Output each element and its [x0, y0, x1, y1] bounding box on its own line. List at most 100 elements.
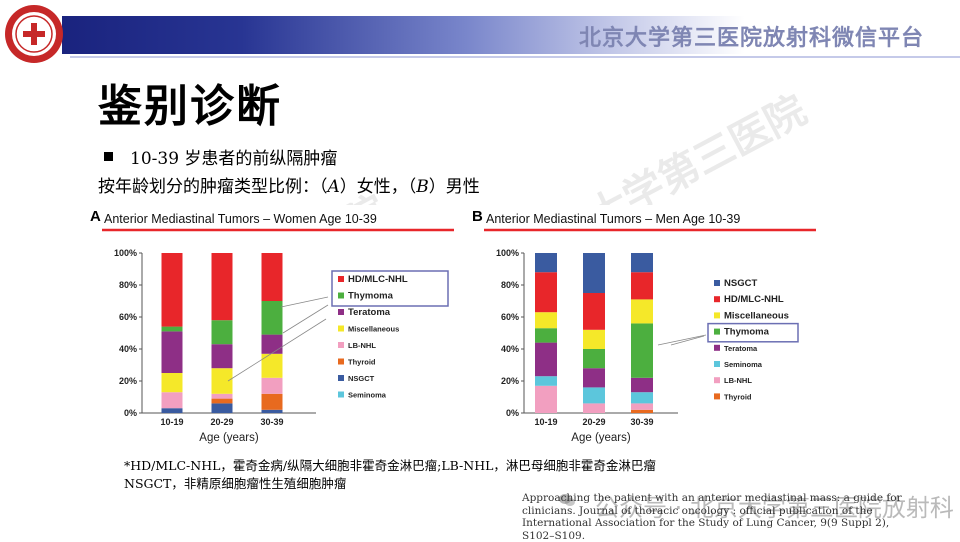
leader-line [657, 334, 707, 346]
leader-line [280, 296, 329, 308]
legend-swatch [338, 276, 344, 282]
legend-label: LB-NHL [348, 341, 376, 350]
bar-segment [583, 403, 605, 413]
chart-panel-a: A Anterior Mediastinal Tumors – Women Age… [88, 205, 462, 453]
bar-segment [631, 323, 653, 378]
legend-label: HD/MLC-NHL [724, 294, 784, 305]
legend-label: Teratoma [348, 307, 391, 318]
bar-segment [535, 272, 557, 313]
x-tick-label: 10-19 [160, 417, 183, 427]
bar-segment [161, 373, 183, 393]
subtitle-mid: ）女性，（ [339, 177, 417, 197]
subtitle-prefix: 按年龄划分的肿瘤类型比例：（ [98, 177, 328, 197]
y-tick-label: 40% [119, 344, 137, 354]
bar-segment [583, 368, 605, 388]
y-tick-label: 80% [119, 280, 137, 290]
bar-segment [161, 253, 183, 327]
leader-line [227, 318, 327, 382]
legend-label: Miscellaneous [348, 325, 399, 334]
bar-segment [631, 409, 653, 413]
legend-swatch [714, 312, 720, 319]
bar-segment [583, 293, 605, 330]
x-tick-label: 20-29 [210, 417, 233, 427]
subtitle-b: B [416, 177, 429, 197]
bar-segment [535, 253, 557, 273]
legend-label: NSGCT [348, 374, 375, 383]
y-tick-label: 60% [119, 312, 137, 322]
bar-segment [583, 253, 605, 293]
bar-segment [631, 392, 653, 404]
header-bar [62, 16, 960, 54]
legend-swatch [714, 328, 720, 335]
leader-line [282, 304, 329, 334]
leader-line [670, 335, 705, 346]
bar-segment [631, 253, 653, 273]
legend-label: Thyroid [724, 392, 752, 401]
bar-segment [161, 331, 183, 373]
bar-segment [261, 393, 283, 410]
panel-label: B [472, 208, 483, 225]
chart-title: Anterior Mediastinal Tumors – Women Age … [104, 212, 377, 226]
bar-segment [535, 312, 557, 329]
bar-segment [261, 253, 283, 301]
legend-swatch [714, 393, 720, 400]
bar-segment [211, 398, 233, 404]
bar-segment [211, 344, 233, 369]
x-tick-label: 20-29 [582, 417, 605, 427]
bar-segment [631, 272, 653, 300]
x-tick-label: 30-39 [260, 417, 283, 427]
chart-a: A Anterior Mediastinal Tumors – Women Age… [90, 208, 454, 444]
legend-swatch [338, 358, 344, 365]
legend-swatch [338, 325, 344, 332]
bar-segment [211, 393, 233, 399]
legend-label: Thyroid [348, 358, 376, 367]
bar-segment [261, 353, 283, 378]
bar-segment [583, 387, 605, 404]
legend-swatch [714, 377, 720, 384]
bar-segment [211, 253, 233, 321]
legend-swatch [714, 280, 720, 286]
legend-label: Thymoma [724, 327, 770, 338]
x-tick-label: 10-19 [534, 417, 557, 427]
subtitle-suffix: ）男性 [428, 177, 480, 197]
chart-b: B Anterior Mediastinal Tumors – Men Age 1… [472, 208, 816, 444]
bar-segment [211, 320, 233, 345]
legend-label: HD/MLC-NHL [348, 274, 408, 285]
y-tick-label: 100% [114, 248, 137, 258]
y-tick-label: 20% [501, 376, 519, 386]
y-tick-label: 60% [501, 312, 519, 322]
bar-segment [535, 385, 557, 413]
bar-segment [261, 334, 283, 354]
page-title: 鉴别诊断 [98, 81, 282, 132]
bar-segment [211, 368, 233, 394]
legend-label: Miscellaneous [724, 310, 789, 321]
bar-segment [261, 409, 283, 413]
subtitle-a: A [327, 177, 340, 197]
subtitle: 按年龄划分的肿瘤类型比例：（A）女性，（B）男性 [98, 172, 480, 197]
bullet-marker [104, 152, 113, 161]
chart-title: Anterior Mediastinal Tumors – Men Age 10… [486, 212, 740, 226]
y-tick-label: 0% [124, 408, 137, 418]
legend-label: Thymoma [348, 291, 394, 302]
bar-segment [631, 377, 653, 393]
hospital-logo [5, 5, 63, 63]
x-tick-label: 30-39 [630, 417, 653, 427]
bar-segment [583, 329, 605, 349]
footnote-2: NSGCT，非精原细胞瘤性生殖细胞肿瘤 [124, 476, 347, 491]
y-tick-label: 80% [501, 280, 519, 290]
chart-panel-b: B Anterior Mediastinal Tumors – Men Age 1… [466, 205, 826, 453]
legend-swatch [338, 309, 344, 315]
header-title: 北京大学第三医院放射科微信平台 [578, 26, 924, 51]
legend-highlight-box [707, 322, 799, 343]
panel-label: A [90, 208, 101, 225]
bar-segment [161, 408, 183, 413]
y-tick-label: 20% [119, 376, 137, 386]
bar-segment [631, 403, 653, 410]
legend-label: Teratoma [724, 344, 758, 353]
header-divider [70, 56, 960, 58]
y-tick-label: 0% [506, 408, 519, 418]
bar-segment [161, 392, 183, 409]
wechat-icon [559, 494, 575, 506]
bar-segment [583, 349, 605, 369]
legend-swatch [714, 361, 720, 367]
